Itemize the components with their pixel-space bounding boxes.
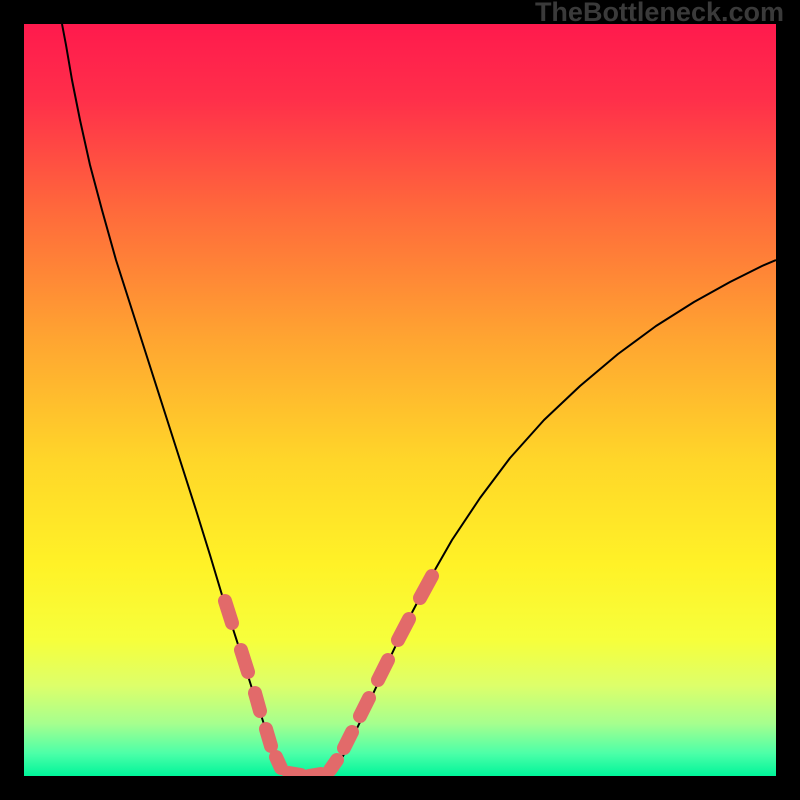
- dash-segment: [378, 660, 388, 680]
- dash-segment: [398, 619, 409, 640]
- dash-segment: [289, 773, 301, 775]
- dash-segment: [255, 693, 260, 711]
- dash-segment: [360, 698, 369, 716]
- watermark-text: TheBottleneck.com: [535, 0, 784, 28]
- dash-segment: [241, 650, 248, 672]
- chart-container: TheBottleneck.com: [0, 0, 800, 800]
- plot-area: [24, 24, 776, 776]
- dash-segment: [344, 732, 352, 748]
- bottleneck-curve: [62, 24, 776, 776]
- dash-segment: [309, 774, 321, 776]
- dash-segment: [276, 757, 281, 768]
- dash-segment: [266, 729, 271, 746]
- dash-segment: [225, 601, 232, 623]
- dash-segment: [330, 760, 337, 770]
- dash-group: [225, 576, 432, 776]
- curve-layer: [24, 24, 776, 776]
- dash-segment: [420, 576, 432, 598]
